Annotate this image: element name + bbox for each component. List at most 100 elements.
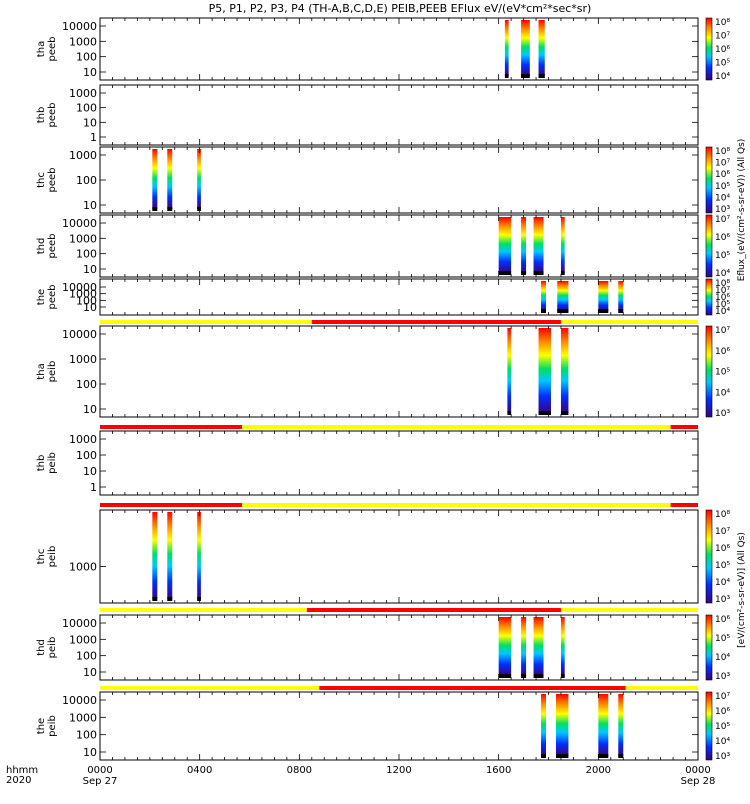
colorbar-tick-label: 10⁵ xyxy=(715,561,730,571)
colorbar xyxy=(705,17,713,81)
colorbar-tick-label: 10⁷ xyxy=(715,286,730,296)
panel-1: 10000 1000 100 10 thapeeb 10⁸ 10⁷ 10⁶ 10⁵ 10⁴ xyxy=(36,17,730,82)
y-tick-label: 1000 xyxy=(69,633,97,646)
mode-segment xyxy=(100,320,312,324)
y-tick-label: 1 xyxy=(90,481,97,494)
spectrogram-block xyxy=(598,281,609,311)
data-baseline xyxy=(533,674,544,678)
colorbar-tick-label: 10³ xyxy=(715,672,730,682)
mode-segment xyxy=(242,425,671,429)
panel-4: 10000 1000 100 10 thdpeeb 10⁷ 10⁶ 10⁵ 10⁴ xyxy=(36,214,730,279)
y-tick-label: 1 xyxy=(90,131,97,144)
panel-frame xyxy=(99,84,699,146)
colorbar-tick-label: 10⁴ xyxy=(715,307,730,317)
y-axis-label-line: thd xyxy=(36,238,47,255)
y-tick-label: 100 xyxy=(76,449,97,462)
spectrogram-block xyxy=(598,694,609,756)
y-tick-label: 10 xyxy=(83,199,97,212)
y-axis-label-line: peeb xyxy=(47,37,58,62)
year-label: 2020 xyxy=(6,775,31,786)
y-tick-label: 10 xyxy=(83,465,97,478)
mode-segment xyxy=(100,608,307,612)
data-baseline xyxy=(533,271,544,275)
y-tick-label: 10 xyxy=(83,746,97,759)
data-baseline xyxy=(504,74,509,78)
mode-segment xyxy=(319,686,626,690)
x-tick-label: 0800 xyxy=(287,765,312,776)
spectrogram-block xyxy=(498,617,512,676)
mode-segment xyxy=(311,320,561,324)
panel-8: 1000 thcpeib 10⁸ 10⁷ 10⁶ 10⁵ 10⁴ 10³ xyxy=(36,503,730,605)
y-tick-label: 1000 xyxy=(69,232,97,245)
y-axis-label-line: thc xyxy=(36,549,47,565)
y-tick-label: 100 xyxy=(76,294,97,307)
y-tick-label: 10000 xyxy=(62,328,97,341)
data-baseline xyxy=(538,411,551,415)
spectrogram-block xyxy=(167,512,173,599)
colorbar-tick-label: 10⁷ xyxy=(715,159,730,169)
y-tick-label: 100 xyxy=(76,174,97,187)
colorbar-tick-label: 10⁶ xyxy=(715,233,730,243)
y-axis-label-line: thc xyxy=(36,172,47,188)
y-tick-label: 1000 xyxy=(69,353,97,366)
colorbar-tick-label: 10⁵ xyxy=(715,368,730,378)
y-axis-label-line: tha xyxy=(36,363,47,379)
y-axis-label-line: peeb xyxy=(47,168,58,193)
y-axis-label: thdpeib xyxy=(36,637,58,659)
spectrogram-block xyxy=(541,281,547,311)
data-baseline xyxy=(521,74,530,78)
y-axis-label-line: thb xyxy=(36,107,47,124)
y-tick-label: 1000 xyxy=(69,87,97,100)
colorbar xyxy=(705,691,713,761)
panel-frame xyxy=(99,509,699,604)
colorbar-tick-label: 10⁴ xyxy=(715,578,730,588)
y-axis-label: thcpeib xyxy=(36,546,58,568)
panel-frame xyxy=(99,325,699,418)
spectrogram-block xyxy=(555,694,569,756)
colorbar-tick-label: 10⁵ xyxy=(715,59,730,69)
spectrogram-block xyxy=(533,217,544,273)
colorbar-tick-label: 10⁵ xyxy=(715,182,730,192)
y-axis-label-line: peib xyxy=(47,637,58,659)
time-row-label: hhmm xyxy=(6,765,38,776)
panel-frame xyxy=(99,614,699,681)
mode-segment xyxy=(100,503,243,507)
panel-6: 10000 1000 100 10 thapeib 10⁷ 10⁶ 10⁵ 10⁴ 10³ xyxy=(36,320,730,419)
colorbar-tick-label: 10⁶ xyxy=(715,615,730,625)
spectrogram-block xyxy=(557,281,569,311)
colorbar-tick-label: 10⁶ xyxy=(715,293,730,303)
panel-frame xyxy=(99,214,699,278)
y-tick-label: 100 xyxy=(76,650,97,663)
spectrogram-block xyxy=(618,281,624,311)
x-date-label: Sep 28 xyxy=(681,776,716,787)
spectrogram-block xyxy=(197,512,201,599)
spectrogram-block xyxy=(504,20,509,76)
y-tick-label: 1000 xyxy=(69,561,97,574)
y-axis-label-line: thb xyxy=(36,455,47,472)
y-tick-label: 100 xyxy=(76,248,97,261)
colorbar-tick-label: 10⁸ xyxy=(715,147,730,157)
y-axis-label-line: tha xyxy=(36,41,47,57)
y-tick-label: 10000 xyxy=(62,281,97,294)
y-axis-label: thbpeeb xyxy=(36,103,58,128)
y-axis-label: thbpeib xyxy=(36,452,58,474)
mode-segment xyxy=(670,503,698,507)
spectrogram-block xyxy=(152,512,158,599)
colorbar xyxy=(705,278,713,316)
spectrogram-block xyxy=(521,217,527,273)
y-tick-label: 10000 xyxy=(62,20,97,33)
data-baseline xyxy=(521,271,527,275)
colorbar xyxy=(705,214,713,278)
y-axis-label: thdpeeb xyxy=(36,234,58,259)
spectrogram-block xyxy=(521,20,530,76)
y-axis-label-line: thd xyxy=(36,639,47,656)
colorbar xyxy=(705,509,713,604)
data-baseline xyxy=(152,207,158,211)
colorbar-tick-label: 10⁴ xyxy=(715,193,730,203)
y-axis-label: thepeib xyxy=(36,715,58,737)
colorbar xyxy=(705,614,713,681)
panel-7: 1000 100 10 1 thbpeib xyxy=(36,425,699,496)
